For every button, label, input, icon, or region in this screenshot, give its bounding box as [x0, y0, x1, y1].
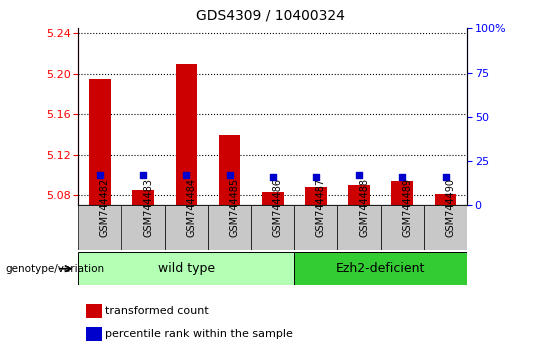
Bar: [338, 205, 381, 250]
Bar: [78, 252, 294, 285]
Text: GSM744489: GSM744489: [402, 178, 413, 237]
Text: wild type: wild type: [158, 262, 215, 275]
Text: GSM744483: GSM744483: [143, 178, 153, 237]
Text: percentile rank within the sample: percentile rank within the sample: [105, 329, 293, 339]
Point: [182, 172, 191, 178]
Point: [312, 174, 320, 180]
Bar: [424, 205, 467, 250]
Point: [139, 172, 147, 178]
Bar: [78, 205, 122, 250]
Point: [355, 172, 363, 178]
Text: GSM744482: GSM744482: [100, 178, 110, 237]
Bar: [262, 192, 284, 205]
Bar: [176, 64, 197, 205]
Text: GSM744486: GSM744486: [273, 178, 283, 237]
Point: [398, 174, 407, 180]
Point: [441, 174, 450, 180]
Text: GDS4309 / 10400324: GDS4309 / 10400324: [195, 9, 345, 23]
Bar: [294, 252, 467, 285]
Bar: [392, 181, 413, 205]
Text: Ezh2-deficient: Ezh2-deficient: [336, 262, 426, 275]
Bar: [165, 205, 208, 250]
Bar: [86, 304, 102, 318]
Text: GSM744484: GSM744484: [186, 178, 197, 237]
Text: GSM744485: GSM744485: [230, 178, 240, 237]
Text: GSM744490: GSM744490: [446, 178, 456, 237]
Bar: [219, 135, 240, 205]
Text: GSM744487: GSM744487: [316, 178, 326, 237]
Bar: [86, 327, 102, 341]
Bar: [305, 187, 327, 205]
Bar: [132, 190, 154, 205]
Text: transformed count: transformed count: [105, 306, 208, 316]
Point: [96, 172, 104, 178]
Point: [268, 174, 277, 180]
Text: GSM744488: GSM744488: [359, 178, 369, 237]
Bar: [348, 185, 370, 205]
Bar: [435, 194, 456, 205]
Bar: [381, 205, 424, 250]
Point: [225, 172, 234, 178]
Bar: [251, 205, 294, 250]
Bar: [89, 79, 111, 205]
Bar: [294, 205, 338, 250]
Bar: [208, 205, 251, 250]
Bar: [122, 205, 165, 250]
Text: genotype/variation: genotype/variation: [5, 264, 105, 274]
